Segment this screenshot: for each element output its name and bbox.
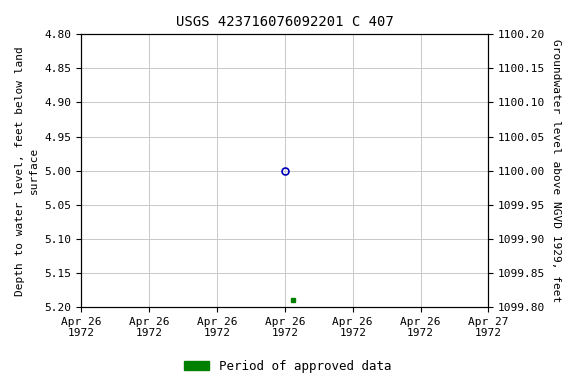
Title: USGS 423716076092201 C 407: USGS 423716076092201 C 407	[176, 15, 394, 29]
Legend: Period of approved data: Period of approved data	[179, 355, 397, 378]
Y-axis label: Depth to water level, feet below land
surface: Depth to water level, feet below land su…	[15, 46, 39, 296]
Y-axis label: Groundwater level above NGVD 1929, feet: Groundwater level above NGVD 1929, feet	[551, 39, 561, 302]
